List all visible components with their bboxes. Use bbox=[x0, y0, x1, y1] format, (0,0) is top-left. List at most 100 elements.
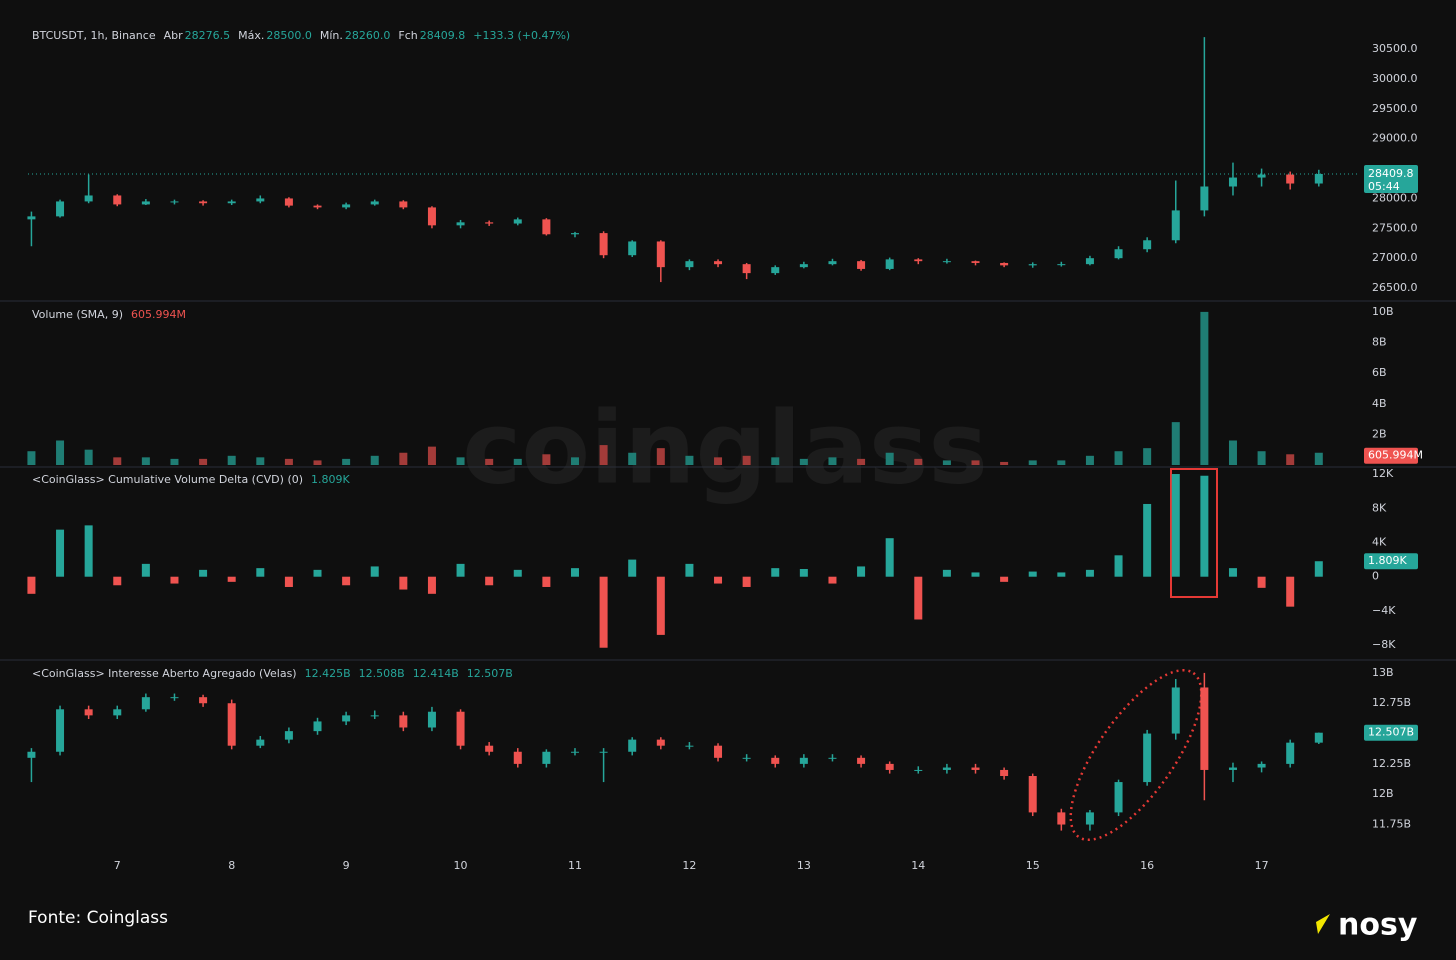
candle-body bbox=[1114, 782, 1123, 813]
bar bbox=[199, 458, 208, 465]
bar bbox=[942, 569, 951, 577]
bar bbox=[1286, 454, 1295, 465]
candle-body bbox=[799, 757, 808, 764]
bar bbox=[971, 460, 980, 465]
x-tick-label: 11 bbox=[568, 859, 582, 872]
candle-body bbox=[771, 757, 780, 764]
candle-body bbox=[1314, 732, 1323, 743]
bar bbox=[227, 455, 236, 465]
y-tick-label: 13B bbox=[1372, 666, 1394, 679]
y-tick-label: 6B bbox=[1372, 366, 1387, 379]
y-tick-label: 10B bbox=[1372, 305, 1394, 318]
bar bbox=[885, 452, 894, 465]
candle-body bbox=[370, 715, 379, 717]
candle-body bbox=[1228, 177, 1237, 187]
bar bbox=[1057, 460, 1066, 465]
candle-body bbox=[1200, 687, 1209, 770]
bar bbox=[1286, 576, 1295, 607]
bar bbox=[1028, 460, 1037, 465]
bar bbox=[456, 563, 465, 577]
candle-body bbox=[828, 757, 837, 759]
value-badge-label: 1.809K bbox=[1368, 554, 1407, 567]
header-text: Mín. bbox=[320, 29, 343, 42]
candle-body bbox=[141, 201, 150, 205]
bar bbox=[857, 566, 866, 577]
candle-body bbox=[27, 751, 36, 758]
candle-body bbox=[1143, 733, 1152, 783]
x-tick-label: 12 bbox=[682, 859, 696, 872]
candle-body bbox=[1228, 767, 1237, 770]
bar bbox=[885, 538, 894, 577]
bar bbox=[1314, 452, 1323, 465]
candle-body bbox=[1257, 174, 1266, 178]
bar bbox=[914, 576, 923, 620]
candle-body bbox=[628, 241, 637, 256]
value-badge-label: 605.994M bbox=[1368, 449, 1423, 462]
y-tick-label: 27000.0 bbox=[1372, 251, 1418, 264]
bar bbox=[284, 458, 293, 465]
bar bbox=[370, 566, 379, 577]
header-text: 605.994M bbox=[131, 308, 186, 321]
bar bbox=[427, 576, 436, 594]
candle-body bbox=[1000, 769, 1009, 777]
candle-body bbox=[542, 751, 551, 764]
bar bbox=[1143, 503, 1152, 577]
candle-body bbox=[284, 731, 293, 740]
bar bbox=[1200, 475, 1209, 577]
candle-body bbox=[971, 767, 980, 770]
bar bbox=[141, 457, 150, 465]
y-tick-label: 29500.0 bbox=[1372, 102, 1418, 115]
bar bbox=[1000, 576, 1009, 582]
bar bbox=[714, 576, 723, 584]
y-tick-label: 29000.0 bbox=[1372, 132, 1418, 145]
value-badge-label: 12.507B bbox=[1368, 726, 1414, 739]
candle-body bbox=[542, 219, 551, 235]
y-tick-label: 26500.0 bbox=[1372, 281, 1418, 294]
candle-body bbox=[1114, 249, 1123, 259]
header-text: 12.425B bbox=[305, 667, 351, 680]
candle-body bbox=[570, 751, 579, 753]
candle-body bbox=[714, 261, 723, 265]
bar bbox=[113, 457, 122, 465]
brand-mark bbox=[1316, 914, 1330, 934]
candle-body bbox=[1057, 812, 1066, 825]
candle-body bbox=[971, 261, 980, 263]
header-text: 28409.8 bbox=[420, 29, 466, 42]
bar bbox=[256, 457, 265, 465]
candle-body bbox=[799, 264, 808, 268]
candle-body bbox=[742, 264, 751, 274]
y-tick-label: 4B bbox=[1372, 397, 1387, 410]
x-tick-label: 9 bbox=[343, 859, 350, 872]
bar bbox=[771, 568, 780, 577]
candle-body bbox=[170, 201, 179, 203]
x-tick-label: 8 bbox=[228, 859, 235, 872]
y-tick-label: 27500.0 bbox=[1372, 221, 1418, 234]
x-tick-label: 16 bbox=[1140, 859, 1154, 872]
y-tick-label: 4K bbox=[1372, 535, 1387, 548]
bar bbox=[370, 455, 379, 465]
candle-body bbox=[256, 739, 265, 746]
candle-body bbox=[56, 709, 65, 752]
y-tick-label: 8B bbox=[1372, 336, 1387, 349]
brand: nosy bbox=[1338, 908, 1418, 943]
y-tick-label: 12.25B bbox=[1372, 757, 1411, 770]
bar bbox=[1057, 572, 1066, 577]
header-text: 12.508B bbox=[359, 667, 405, 680]
candle-body bbox=[771, 267, 780, 274]
candle-body bbox=[857, 757, 866, 764]
bar bbox=[1143, 448, 1152, 465]
candle-body bbox=[714, 745, 723, 758]
bar bbox=[1257, 576, 1266, 588]
bar bbox=[685, 455, 694, 465]
y-tick-label: 12.75B bbox=[1372, 696, 1411, 709]
value-badge bbox=[1364, 553, 1418, 570]
bar bbox=[399, 576, 408, 590]
y-tick-label: 2B bbox=[1372, 427, 1387, 440]
candle-body bbox=[656, 739, 665, 746]
header-text: <CoinGlass> Cumulative Volume Delta (CVD… bbox=[32, 473, 303, 486]
y-tick-label: 11.75B bbox=[1372, 818, 1411, 831]
bar bbox=[1028, 571, 1037, 577]
bar bbox=[170, 458, 179, 465]
